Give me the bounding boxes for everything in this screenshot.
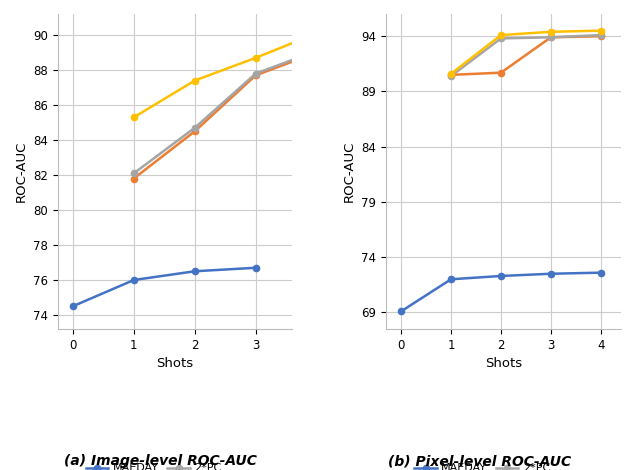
PC	[252, 72, 260, 78]
MAEDAY	[397, 308, 405, 314]
PC+MAEDAY	[597, 28, 605, 33]
MAEDAY	[447, 276, 455, 282]
Line: PC+MAEDAY: PC+MAEDAY	[448, 28, 604, 77]
X-axis label: Shots: Shots	[485, 357, 522, 370]
Legend: MAEDAY, PC, 2*PC, PC+MAEDAY: MAEDAY, PC, 2*PC, PC+MAEDAY	[81, 459, 268, 470]
2*PC	[313, 48, 321, 54]
2*PC	[191, 125, 198, 131]
PC+MAEDAY	[130, 115, 138, 120]
Line: PC+MAEDAY: PC+MAEDAY	[131, 30, 320, 120]
PC	[547, 34, 555, 40]
2*PC	[447, 73, 455, 79]
Line: PC: PC	[448, 33, 604, 78]
MAEDAY	[547, 271, 555, 276]
Line: MAEDAY: MAEDAY	[398, 269, 604, 314]
Text: (b) Pixel-level ROC-AUC: (b) Pixel-level ROC-AUC	[388, 454, 572, 468]
PC+MAEDAY	[252, 55, 260, 61]
Y-axis label: ROC-AUC: ROC-AUC	[343, 141, 356, 202]
PC	[191, 128, 198, 134]
Line: PC: PC	[131, 49, 320, 182]
2*PC	[497, 36, 505, 41]
Legend: MAEDAY, PC, 2*PC, PC+MAEDAY: MAEDAY, PC, 2*PC, PC+MAEDAY	[410, 459, 597, 470]
Y-axis label: ROC-AUC: ROC-AUC	[14, 141, 28, 202]
PC	[497, 70, 505, 76]
MAEDAY	[191, 268, 198, 274]
MAEDAY	[597, 270, 605, 275]
PC	[130, 176, 138, 181]
MAEDAY	[252, 265, 260, 271]
PC	[447, 72, 455, 78]
PC	[597, 33, 605, 39]
MAEDAY	[130, 277, 138, 283]
Line: 2*PC: 2*PC	[448, 32, 604, 79]
2*PC	[597, 32, 605, 38]
Line: MAEDAY: MAEDAY	[70, 265, 259, 309]
MAEDAY	[69, 304, 77, 309]
PC+MAEDAY	[313, 31, 321, 36]
X-axis label: Shots: Shots	[156, 357, 193, 370]
2*PC	[252, 71, 260, 77]
2*PC	[130, 171, 138, 176]
Text: (a) Image-level ROC-AUC: (a) Image-level ROC-AUC	[63, 454, 257, 468]
PC+MAEDAY	[191, 78, 198, 83]
Line: 2*PC: 2*PC	[131, 48, 320, 176]
MAEDAY	[497, 273, 505, 279]
PC+MAEDAY	[547, 29, 555, 35]
PC+MAEDAY	[497, 32, 505, 38]
PC+MAEDAY	[447, 71, 455, 77]
PC	[313, 50, 321, 55]
2*PC	[547, 34, 555, 40]
